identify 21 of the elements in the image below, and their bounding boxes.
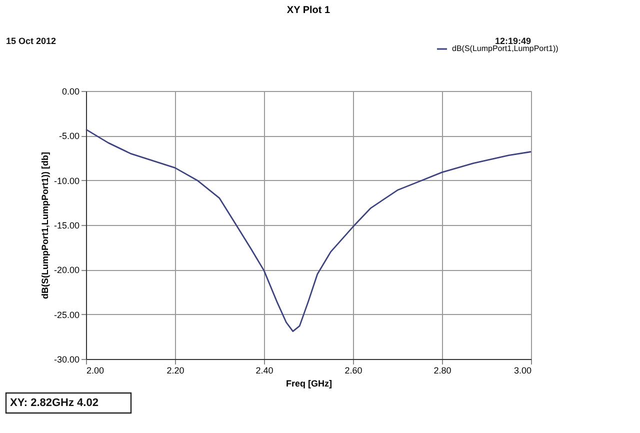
x-tick-label: 2.60 (344, 366, 362, 376)
y-tick-label: -10.00 (54, 176, 80, 186)
y-tick-label: -20.00 (54, 265, 80, 276)
chart-title: XY Plot 1 (286, 5, 331, 16)
x-tick-label: 2.20 (166, 366, 184, 376)
y-tick-label: -30.00 (54, 354, 80, 364)
y-axis-title: dB(S(LumpPort1,LumpPort1)) [db] (40, 152, 50, 299)
line-series (85, 128, 532, 332)
y-tick-label: -5.00 (58, 131, 80, 142)
x-tick-label: 3.00 (514, 366, 532, 376)
text: XY: 2.82GHz 4.02 (10, 397, 98, 409)
legend-label: dB(S(LumpPort1,LumpPort1)) (452, 44, 559, 53)
x-tick-label: 2.00 (86, 366, 104, 376)
text: 15 Oct 2012 (6, 36, 56, 46)
y-tick-label: -15.00 (54, 220, 80, 230)
y-tick-label: 0.00 (62, 86, 80, 96)
x-tick-label: 2.80 (434, 366, 452, 376)
x-tick-label: 2.40 (256, 366, 274, 376)
text: 12:19:49 (494, 36, 531, 46)
y-tick-label: -25.00 (54, 310, 80, 320)
x-axis-title: Freq [GHz] (286, 378, 332, 388)
